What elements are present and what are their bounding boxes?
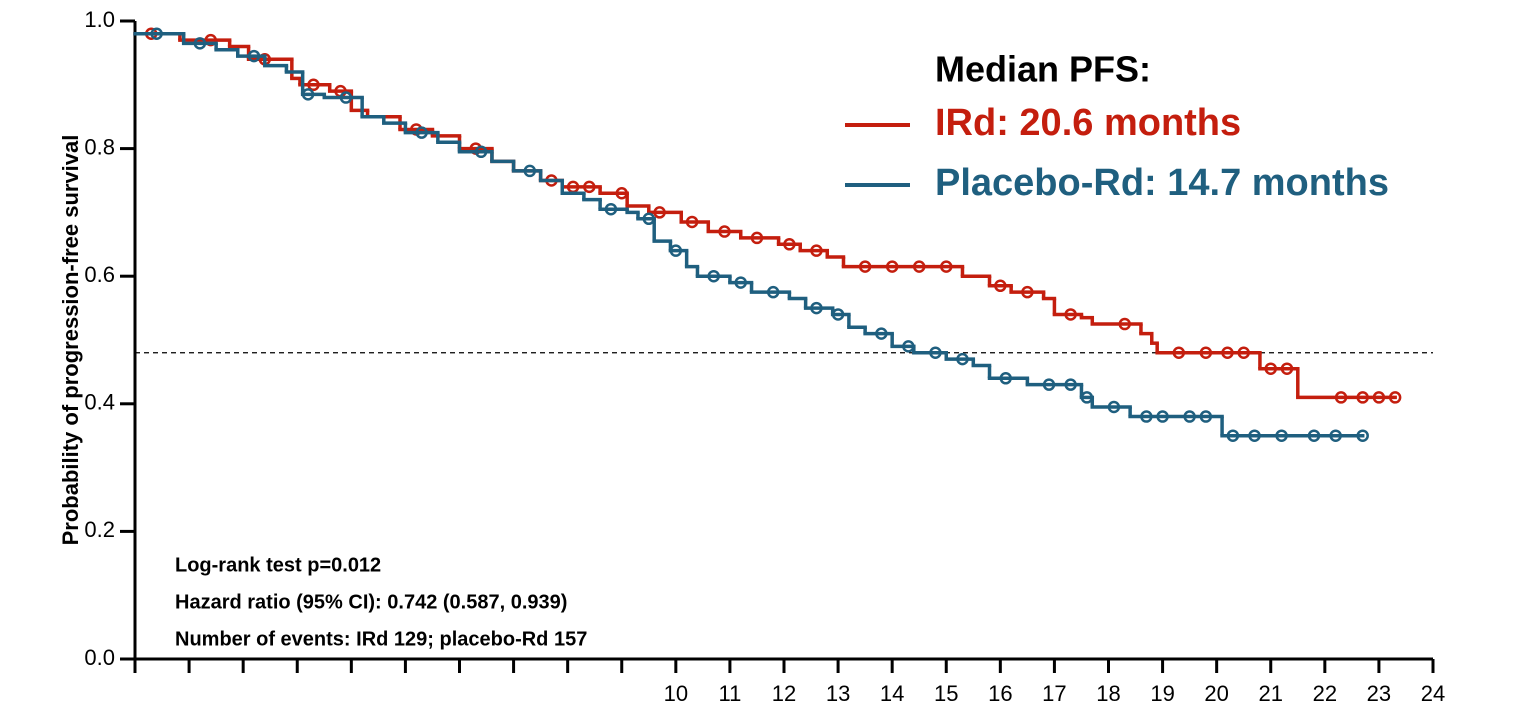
censor-mark [902,340,915,353]
y-tick-label: 1.0 [84,7,115,32]
annotation: Hazard ratio (95% CI): 0.742 (0.587, 0.9… [175,591,567,613]
censor-mark [1264,362,1277,375]
censor-mark [307,78,320,92]
x-tick-label: 22 [1313,681,1337,706]
censor-mark [685,215,699,229]
censor-mark [669,244,683,257]
legend-label: Placebo-Rd: 14.7 months [935,162,1389,204]
censor-mark [301,88,315,101]
censor-mark [929,346,942,360]
censor-mark [1064,308,1077,321]
censor-mark [912,260,926,273]
censor-mark [994,279,1007,293]
censor-mark [885,260,899,273]
censor-mark [707,269,720,283]
x-tick-label: 14 [880,681,904,706]
x-tick-label: 10 [664,681,688,706]
x-tick-label: 11 [718,681,741,706]
censor-mark [1064,378,1077,391]
censor-mark [1183,410,1196,423]
censor-mark [718,225,731,238]
censor-mark [415,126,428,139]
censor-mark [1248,429,1261,442]
censor-mark [583,180,596,194]
legend-label: IRd: 20.6 months [935,102,1241,144]
censor-mark [615,187,628,200]
censor-mark [1156,410,1169,423]
censor-mark [1172,346,1186,360]
censor-mark [750,231,764,245]
censor-mark [1226,429,1240,442]
censor-mark [810,301,823,315]
legend-title: Median PFS: [935,49,1151,90]
censor-mark [474,145,488,159]
x-tick-label: 19 [1150,681,1174,706]
censor-mark [1334,391,1348,404]
censor-mark [1199,346,1213,360]
censor-mark [1388,391,1402,404]
x-tick-label: 21 [1259,681,1283,706]
censor-mark [1118,317,1131,331]
censor-mark [1107,400,1121,414]
censor-mark [642,212,656,226]
censor-mark [193,37,207,50]
censor-mark [339,91,353,104]
censor-mark [1021,285,1034,299]
censor-mark [810,244,823,257]
censor-mark [1237,346,1250,360]
censor-mark [604,202,618,216]
y-tick-label: 0.2 [84,517,115,542]
x-tick-label: 18 [1096,681,1120,706]
censor-mark [523,164,537,178]
censor-mark [734,276,747,289]
censor-mark [956,352,969,366]
censor-mark [1356,429,1369,442]
x-tick-label: 24 [1421,681,1445,706]
censor-mark [1356,391,1369,404]
censor-mark [1199,410,1213,423]
censor-mark [204,33,217,47]
censor-mark [1280,362,1294,375]
y-axis-label: Probability of progression-free survival [58,135,83,546]
censor-mark [1042,378,1056,391]
censor-mark [831,308,845,321]
censor-mark [1307,429,1321,442]
annotation: Log-rank test p=0.012 [175,554,381,576]
y-tick-label: 0.0 [84,645,115,670]
x-tick-label: 16 [988,681,1012,706]
censor-mark [1275,429,1288,442]
x-tick-label: 23 [1367,681,1391,706]
x-tick-label: 20 [1204,681,1228,706]
x-tick-label: 15 [934,681,958,706]
x-tick-label: 13 [826,681,850,706]
censor-mark [783,238,796,251]
censor-mark [247,49,261,63]
y-tick-label: 0.6 [84,262,115,287]
y-tick-label: 0.4 [84,390,115,415]
censor-mark [875,327,888,340]
censor-mark [150,27,163,41]
x-tick-label: 17 [1042,681,1066,706]
censor-mark [653,206,666,219]
censor-mark [1329,429,1342,442]
censor-mark [766,285,780,299]
censor-mark [1140,410,1153,423]
censor-mark [940,260,953,273]
censor-mark [858,260,872,273]
annotation: Number of events: IRd 129; placebo-Rd 15… [175,628,587,650]
censor-mark [999,372,1012,385]
censor-mark [1080,391,1094,404]
y-tick-label: 0.8 [84,134,115,159]
censor-mark [1221,346,1234,360]
x-tick-label: 12 [772,681,796,706]
censor-mark [1372,391,1386,404]
